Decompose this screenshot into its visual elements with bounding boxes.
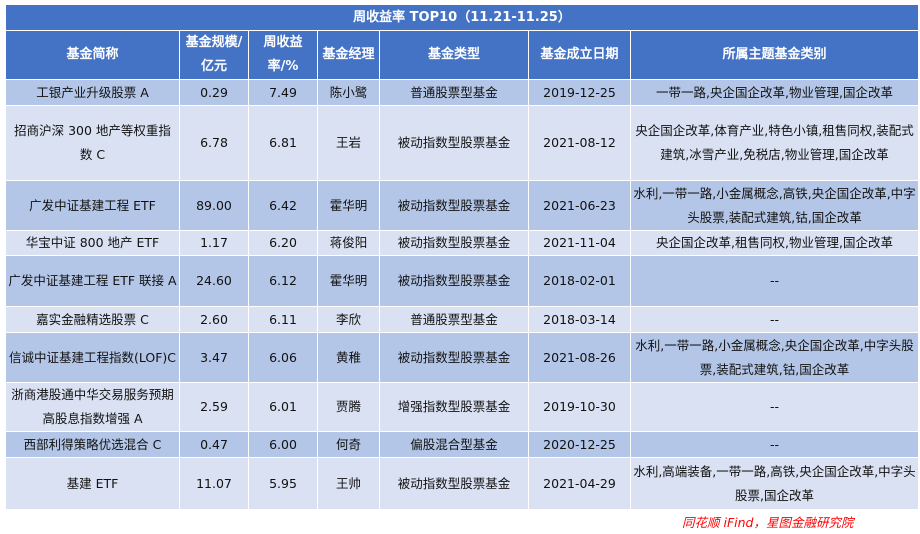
cell-fund-type: 被动指数型股票基金 — [379, 105, 529, 181]
cell-theme-categories: -- — [629, 306, 920, 333]
table-row: 广发中证基建工程 ETF 联接 A 24.60 6.12 霍华明 被动指数型股票基金 20… — [5, 255, 920, 307]
cell-weekly-return: 6.20 — [248, 230, 318, 256]
cell-theme-categories: -- — [629, 255, 920, 307]
header-fund-type: 基金类型 — [379, 30, 529, 80]
header-weekly-return: 周收益率/% — [248, 30, 318, 80]
cell-fund-manager: 霍华明 — [317, 255, 380, 307]
cell-fund-size: 6.78 — [179, 105, 249, 181]
cell-theme-categories: 一带一路,央企国企改革,物业管理,国企改革 — [629, 79, 920, 106]
cell-fund-manager: 李欣 — [317, 306, 380, 333]
cell-inception-date: 2021-06-23 — [528, 180, 631, 231]
table-row: 华宝中证 800 地产 ETF 1.17 6.20 蒋俊阳 被动指数型股票基金 2021-… — [5, 230, 920, 256]
cell-fund-type: 偏股混合型基金 — [379, 431, 529, 458]
cell-theme-categories: 水利,一带一路,小金属概念,央企国企改革,中字头股票,装配式建筑,钴,国企改革 — [629, 332, 920, 383]
cell-inception-date: 2018-02-01 — [528, 255, 631, 307]
header-theme-categories: 所属主题基金类别 — [629, 30, 920, 80]
cell-fund-name: 华宝中证 800 地产 ETF — [5, 230, 180, 256]
cell-weekly-return: 5.95 — [248, 457, 318, 510]
cell-theme-categories: -- — [629, 382, 920, 432]
cell-fund-type: 普通股票型基金 — [379, 306, 529, 333]
cell-fund-type: 增强指数型股票基金 — [379, 382, 529, 432]
cell-fund-type: 被动指数型股票基金 — [379, 180, 529, 231]
cell-fund-manager: 何奇 — [317, 431, 380, 458]
table-row: 广发中证基建工程 ETF 89.00 6.42 霍华明 被动指数型股票基金 2021-06… — [5, 180, 920, 231]
cell-fund-manager: 陈小鹭 — [317, 79, 380, 106]
cell-inception-date: 2019-10-30 — [528, 382, 631, 432]
cell-fund-manager: 贾腾 — [317, 382, 380, 432]
cell-fund-manager: 霍华明 — [317, 180, 380, 231]
table-row: 基建 ETF 11.07 5.95 王帅 被动指数型股票基金 2021-04-29 水利,高… — [5, 457, 920, 510]
cell-weekly-return: 7.49 — [248, 79, 318, 106]
cell-fund-name: 广发中证基建工程 ETF — [5, 180, 180, 231]
cell-fund-size: 3.47 — [179, 332, 249, 383]
table-row: 嘉实金融精选股票 C 2.60 6.11 李欣 普通股票型基金 2018-03-14 -- — [5, 306, 920, 333]
cell-weekly-return: 6.42 — [248, 180, 318, 231]
cell-fund-manager: 王岩 — [317, 105, 380, 181]
table-row: 西部利得策略优选混合 C 0.47 6.00 何奇 偏股混合型基金 2020-12-25-… — [5, 431, 920, 458]
cell-fund-manager: 黄稚 — [317, 332, 380, 383]
cell-weekly-return: 6.01 — [248, 382, 318, 432]
cell-inception-date: 2021-08-26 — [528, 332, 631, 383]
cell-inception-date: 2018-03-14 — [528, 306, 631, 333]
cell-fund-size: 2.59 — [179, 382, 249, 432]
cell-fund-name: 广发中证基建工程 ETF 联接 A — [5, 255, 180, 307]
cell-weekly-return: 6.11 — [248, 306, 318, 333]
cell-fund-size: 2.60 — [179, 306, 249, 333]
cell-fund-size: 0.29 — [179, 79, 249, 106]
cell-fund-size: 89.00 — [179, 180, 249, 231]
cell-fund-name: 基建 ETF — [5, 457, 180, 510]
cell-fund-manager: 王帅 — [317, 457, 380, 510]
cell-weekly-return: 6.12 — [248, 255, 318, 307]
cell-theme-categories: 水利,一带一路,小金属概念,高铁,央企国企改革,中字头股票,装配式建筑,钴,国企… — [629, 180, 920, 231]
header-fund-manager: 基金经理 — [317, 30, 380, 80]
fund-return-table: 周收益率 TOP10（11.21-11.25） 基金简称 基金规模/亿元 周收益率/… — [4, 4, 920, 510]
cell-weekly-return: 6.00 — [248, 431, 318, 458]
table-row: 工银产业升级股票 A 0.29 7.49 陈小鹭 普通股票型基金 2019-12-25 一带… — [5, 79, 920, 106]
cell-fund-size: 11.07 — [179, 457, 249, 510]
cell-theme-categories: 央企国企改革,体育产业,特色小镇,租售同权,装配式建筑,冰雪产业,免税店,物业管… — [629, 105, 920, 181]
cell-fund-name: 信诚中证基建工程指数(LOF)C — [5, 332, 180, 383]
cell-fund-name: 西部利得策略优选混合 C — [5, 431, 180, 458]
cell-fund-name: 浙商港股通中华交易服务预期高股息指数增强 A — [5, 382, 180, 432]
cell-fund-name: 工银产业升级股票 A — [5, 79, 180, 106]
cell-fund-type: 被动指数型股票基金 — [379, 255, 529, 307]
cell-fund-size: 0.47 — [179, 431, 249, 458]
cell-theme-categories: 水利,高端装备,一带一路,高铁,央企国企改革,中字头股票,国企改革 — [629, 457, 920, 510]
table-row: 信诚中证基建工程指数(LOF)C 3.47 6.06 黄稚 被动指数型股票基金 2021-… — [5, 332, 920, 383]
cell-fund-type: 被动指数型股票基金 — [379, 457, 529, 510]
cell-fund-type: 普通股票型基金 — [379, 79, 529, 106]
cell-inception-date: 2021-11-04 — [528, 230, 631, 256]
source-note: 同花顺 iFind，星图金融研究院 — [682, 515, 854, 530]
cell-inception-date: 2020-12-25 — [528, 431, 631, 458]
table-title: 周收益率 TOP10（11.21-11.25） — [4, 4, 920, 31]
cell-inception-date: 2019-12-25 — [528, 79, 631, 106]
header-fund-size: 基金规模/亿元 — [179, 30, 249, 80]
header-inception-date: 基金成立日期 — [528, 30, 631, 80]
table-row: 招商沪深 300 地产等权重指数 C 6.78 6.81 王岩 被动指数型股票基金 202… — [5, 105, 920, 181]
cell-fund-name: 嘉实金融精选股票 C — [5, 306, 180, 333]
cell-weekly-return: 6.06 — [248, 332, 318, 383]
cell-theme-categories: -- — [629, 431, 920, 458]
cell-fund-name: 招商沪深 300 地产等权重指数 C — [5, 105, 180, 181]
cell-weekly-return: 6.81 — [248, 105, 318, 181]
header-fund-name: 基金简称 — [5, 30, 180, 80]
cell-fund-manager: 蒋俊阳 — [317, 230, 380, 256]
cell-inception-date: 2021-04-29 — [528, 457, 631, 510]
cell-inception-date: 2021-08-12 — [528, 105, 631, 181]
cell-fund-type: 被动指数型股票基金 — [379, 230, 529, 256]
cell-theme-categories: 央企国企改革,租售同权,物业管理,国企改革 — [629, 230, 920, 256]
cell-fund-size: 1.17 — [179, 230, 249, 256]
table-row: 浙商港股通中华交易服务预期高股息指数增强 A 2.59 6.01 贾腾 增强指数型股票基… — [5, 382, 920, 432]
cell-fund-size: 24.60 — [179, 255, 249, 307]
cell-fund-type: 被动指数型股票基金 — [379, 332, 529, 383]
